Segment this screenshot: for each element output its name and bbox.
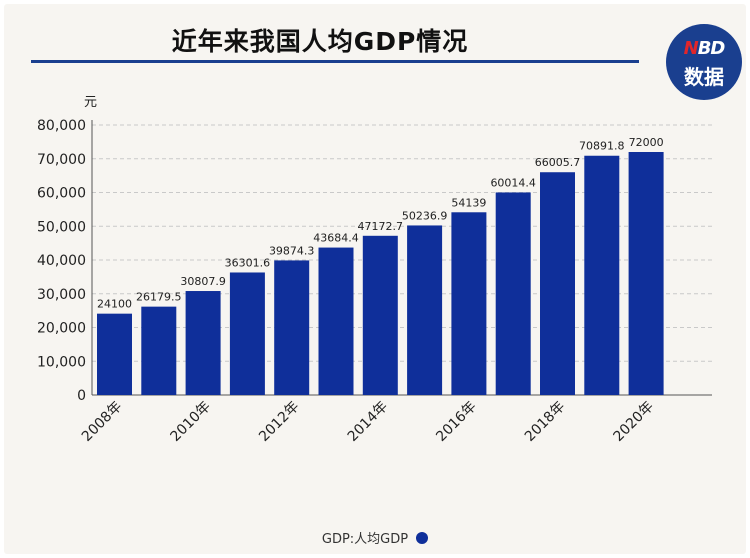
chart-title: 近年来我国人均GDP情况 bbox=[171, 27, 469, 56]
data-label: 26179.5 bbox=[136, 291, 182, 304]
bar bbox=[495, 192, 531, 395]
y-tick-label: 70,000 bbox=[37, 152, 86, 168]
x-tick-label: 2016年 bbox=[433, 399, 479, 445]
x-tick-label: 2010年 bbox=[168, 399, 214, 445]
data-label: 72000 bbox=[629, 136, 664, 149]
data-label: 36301.6 bbox=[225, 256, 271, 269]
y-tick-label: 20,000 bbox=[37, 321, 86, 337]
x-tick-label: 2018年 bbox=[522, 399, 568, 445]
legend-swatch bbox=[416, 532, 429, 544]
y-axis-unit: 元 bbox=[84, 95, 97, 110]
bar bbox=[229, 272, 265, 395]
y-tick-label: 10,000 bbox=[37, 354, 86, 370]
data-label: 66005.7 bbox=[535, 156, 581, 169]
bar bbox=[318, 247, 354, 395]
bar bbox=[274, 260, 310, 395]
logo-accent-letter: N bbox=[683, 38, 699, 59]
legend: GDP:人均GDP bbox=[0, 528, 750, 547]
y-tick-label: 60,000 bbox=[37, 186, 86, 202]
bar bbox=[451, 212, 487, 395]
x-tick-label: 2008年 bbox=[79, 399, 125, 445]
data-label: 43684.4 bbox=[313, 232, 359, 245]
nbd-logo: NBD 数据 bbox=[666, 24, 742, 100]
y-tick-label: 0 bbox=[77, 388, 86, 404]
data-label: 39874.3 bbox=[269, 244, 315, 257]
bar bbox=[628, 152, 664, 395]
data-label: 24100 bbox=[97, 298, 132, 311]
bar bbox=[185, 291, 221, 395]
bar bbox=[362, 235, 398, 395]
x-tick-label: 2020年 bbox=[611, 399, 657, 445]
x-tick-label: 2012年 bbox=[256, 399, 302, 445]
logo-caption: 数据 bbox=[684, 65, 724, 89]
y-tick-label: 40,000 bbox=[37, 253, 86, 269]
bar bbox=[97, 313, 132, 395]
bar bbox=[584, 155, 620, 395]
data-label: 60014.4 bbox=[490, 176, 536, 189]
x-tick-label: 2014年 bbox=[345, 399, 391, 445]
logo-letters: BD bbox=[697, 38, 726, 59]
y-tick-label: 50,000 bbox=[37, 219, 86, 235]
data-label: 30807.9 bbox=[180, 275, 226, 288]
data-label: 50236.9 bbox=[402, 209, 448, 222]
data-label: 70891.8 bbox=[579, 140, 625, 153]
legend-label: GDP:人均GDP bbox=[321, 532, 409, 547]
data-label: 54139 bbox=[451, 196, 486, 209]
bar bbox=[141, 306, 177, 395]
bar bbox=[407, 225, 443, 395]
title-underline bbox=[31, 60, 639, 63]
data-label: 47172.7 bbox=[358, 220, 404, 233]
y-tick-label: 30,000 bbox=[37, 287, 86, 303]
bar bbox=[540, 172, 575, 395]
y-tick-label: 80,000 bbox=[37, 118, 86, 134]
